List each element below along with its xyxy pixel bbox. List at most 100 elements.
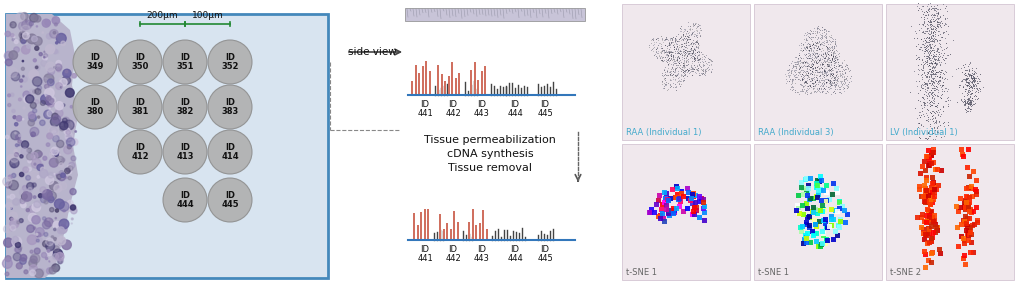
- Bar: [702, 210, 706, 215]
- Circle shape: [19, 172, 24, 176]
- Circle shape: [208, 130, 252, 174]
- Bar: [690, 212, 695, 217]
- Bar: [691, 209, 696, 214]
- Bar: [821, 219, 826, 223]
- Bar: [671, 210, 677, 215]
- Bar: [694, 208, 699, 213]
- Bar: [824, 190, 829, 195]
- Circle shape: [47, 110, 53, 117]
- Bar: [835, 190, 840, 195]
- Bar: [925, 241, 930, 246]
- Circle shape: [43, 217, 46, 220]
- Circle shape: [50, 117, 59, 126]
- Circle shape: [35, 89, 41, 94]
- Circle shape: [9, 212, 17, 221]
- Bar: [701, 206, 706, 211]
- Bar: [690, 200, 695, 206]
- Circle shape: [14, 40, 18, 43]
- Circle shape: [49, 181, 58, 190]
- Circle shape: [61, 158, 65, 162]
- Bar: [974, 178, 979, 183]
- Bar: [804, 222, 809, 227]
- Text: Tissue removal: Tissue removal: [448, 163, 532, 173]
- Circle shape: [56, 68, 61, 72]
- Bar: [920, 212, 925, 217]
- Bar: [920, 215, 925, 220]
- Circle shape: [22, 32, 30, 39]
- Circle shape: [67, 145, 72, 149]
- Circle shape: [49, 97, 55, 103]
- Circle shape: [48, 172, 54, 178]
- Bar: [964, 186, 969, 191]
- Circle shape: [12, 109, 15, 113]
- Bar: [657, 193, 662, 198]
- Circle shape: [66, 168, 71, 172]
- Bar: [471, 209, 473, 240]
- Bar: [816, 178, 821, 183]
- Circle shape: [47, 191, 56, 201]
- Circle shape: [47, 79, 54, 86]
- Bar: [968, 209, 973, 214]
- Bar: [932, 190, 937, 195]
- Circle shape: [28, 167, 32, 171]
- Bar: [824, 238, 829, 243]
- Text: ID
412: ID 412: [131, 143, 149, 161]
- Bar: [819, 208, 823, 213]
- Circle shape: [14, 123, 18, 126]
- Circle shape: [50, 150, 59, 160]
- Text: ID
445: ID 445: [538, 100, 553, 118]
- Circle shape: [32, 135, 33, 136]
- Bar: [923, 232, 928, 237]
- Text: ID
444: ID 444: [176, 191, 194, 209]
- Circle shape: [53, 246, 59, 252]
- Circle shape: [10, 22, 16, 28]
- Circle shape: [48, 196, 54, 202]
- Circle shape: [20, 13, 29, 20]
- Circle shape: [3, 177, 11, 186]
- Bar: [836, 223, 840, 228]
- Bar: [926, 192, 930, 197]
- Circle shape: [52, 46, 53, 47]
- Circle shape: [34, 201, 41, 208]
- Bar: [923, 182, 927, 188]
- Circle shape: [57, 171, 64, 178]
- Bar: [685, 186, 690, 191]
- Bar: [963, 198, 968, 203]
- Circle shape: [29, 37, 31, 39]
- Circle shape: [19, 31, 27, 39]
- Circle shape: [58, 224, 61, 227]
- Circle shape: [32, 36, 38, 42]
- Bar: [927, 231, 932, 236]
- Bar: [931, 197, 936, 202]
- Bar: [681, 209, 686, 214]
- Bar: [666, 208, 671, 213]
- Circle shape: [10, 158, 19, 168]
- Bar: [677, 204, 682, 209]
- Circle shape: [35, 16, 41, 22]
- Circle shape: [44, 74, 54, 84]
- Bar: [812, 222, 818, 227]
- Bar: [815, 194, 819, 199]
- Circle shape: [34, 150, 42, 158]
- Circle shape: [66, 130, 71, 134]
- Bar: [832, 181, 836, 186]
- Bar: [754, 4, 882, 140]
- Bar: [440, 74, 443, 95]
- Bar: [796, 210, 800, 215]
- Circle shape: [30, 270, 36, 276]
- Text: Tissue permeabilization: Tissue permeabilization: [424, 135, 556, 145]
- Bar: [929, 153, 934, 158]
- Bar: [967, 195, 972, 200]
- Circle shape: [59, 78, 61, 80]
- Circle shape: [20, 25, 31, 35]
- Bar: [966, 228, 971, 233]
- Circle shape: [52, 264, 59, 272]
- Bar: [927, 227, 932, 232]
- Text: ID
383: ID 383: [222, 98, 238, 116]
- Bar: [923, 265, 928, 270]
- Circle shape: [63, 146, 73, 154]
- Bar: [666, 198, 671, 202]
- Bar: [812, 208, 818, 213]
- Circle shape: [59, 219, 68, 229]
- Bar: [805, 193, 809, 198]
